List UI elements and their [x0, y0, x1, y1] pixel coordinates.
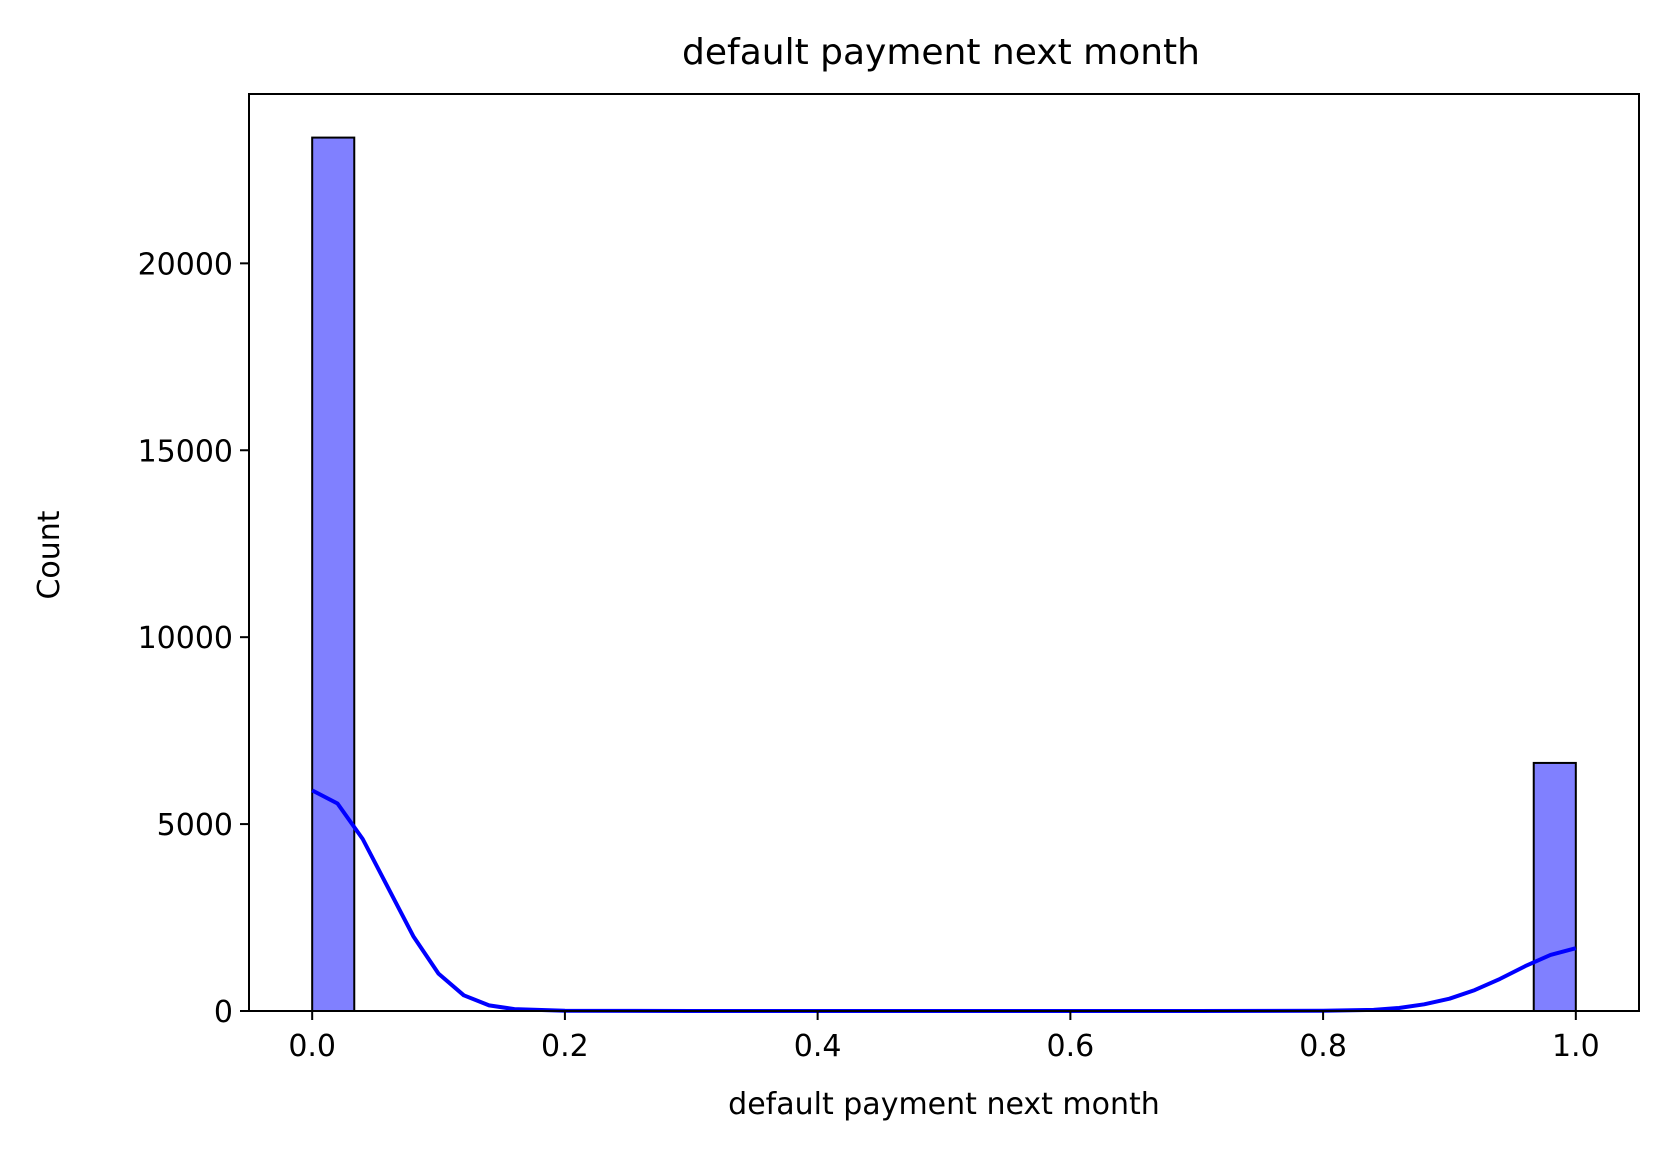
chart-title: default payment next month	[682, 32, 1200, 73]
x-tick-label: 0.6	[1047, 1029, 1095, 1064]
y-tick-label: 15000	[138, 434, 233, 469]
x-tick-label: 0.8	[1299, 1029, 1347, 1064]
y-tick-label: 5000	[157, 808, 233, 843]
y-tick-label: 10000	[138, 621, 233, 656]
x-tick-label: 1.0	[1552, 1029, 1600, 1064]
histogram-bar	[311, 136, 356, 1013]
x-axis-title: default payment next month	[728, 1087, 1160, 1122]
x-tick-label: 0.4	[794, 1029, 842, 1064]
x-axis-ticks: 0.0 0.2 0.4 0.6 0.8 1.0	[288, 1011, 1600, 1064]
plot-frame	[248, 93, 1640, 1012]
y-axis-title: Count	[32, 510, 67, 599]
bar-group	[311, 136, 1577, 1013]
y-axis-ticks: 0 5000 10000 15000 20000	[138, 247, 249, 1030]
x-tick-label: 0.0	[288, 1029, 336, 1064]
y-tick-label: 0	[214, 995, 233, 1030]
y-tick-label: 20000	[138, 247, 233, 282]
histogram-bar	[1532, 761, 1577, 1012]
x-tick-label: 0.2	[541, 1029, 589, 1064]
